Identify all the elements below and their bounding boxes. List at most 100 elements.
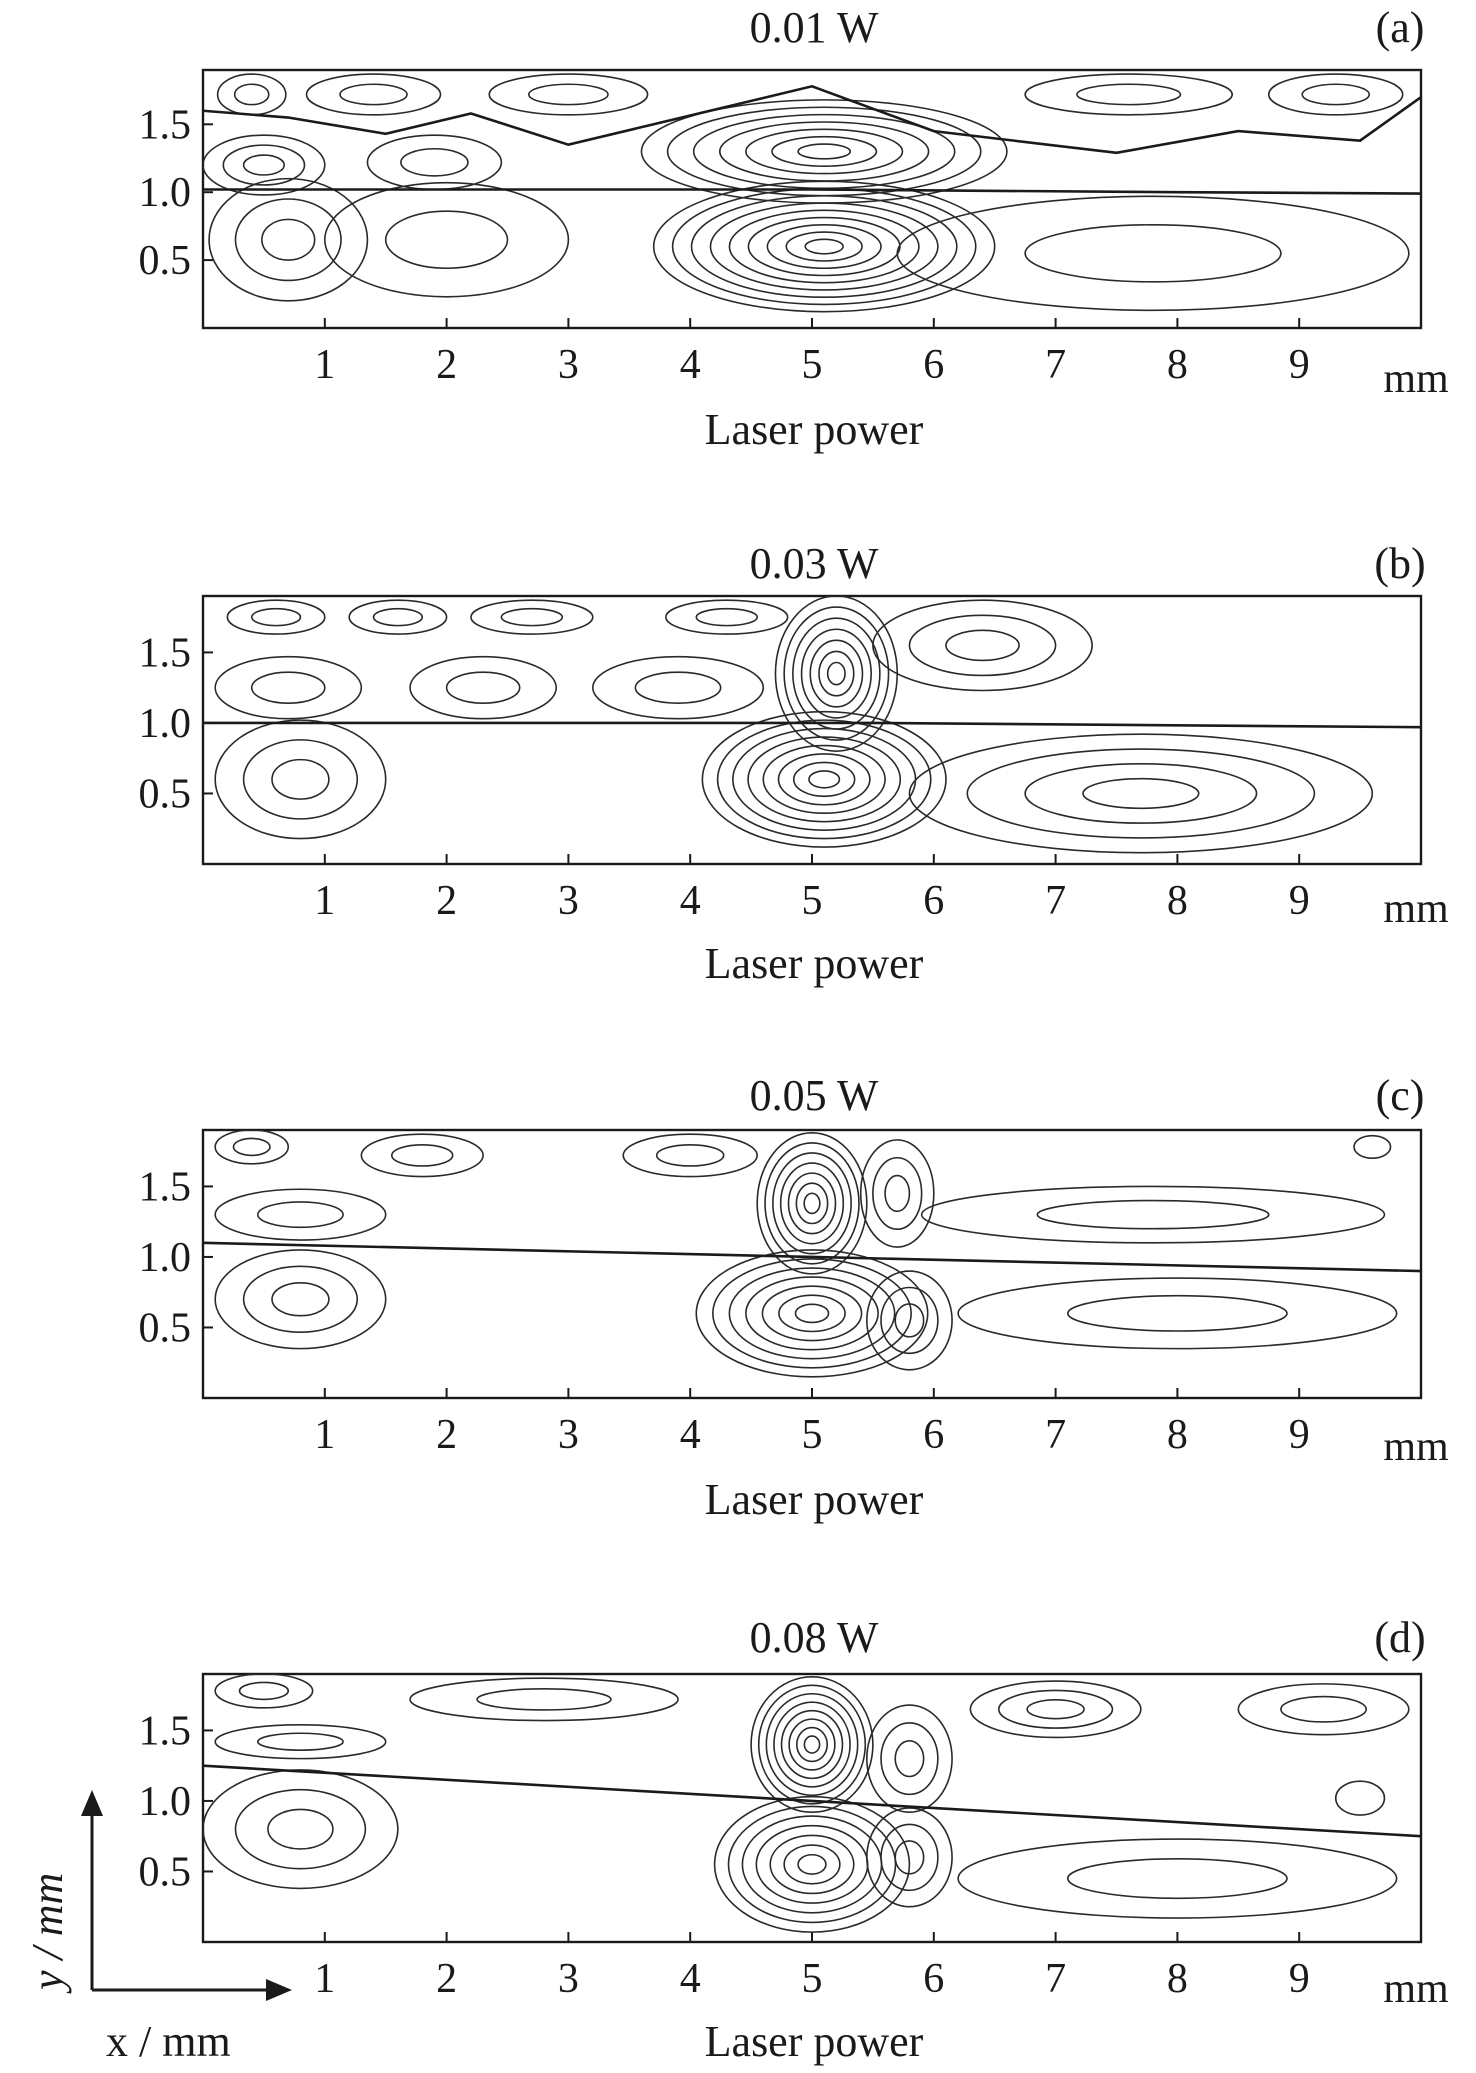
streamline — [372, 607, 424, 627]
streamline — [783, 1844, 841, 1885]
streamline — [234, 1788, 367, 1870]
streamline — [360, 1133, 484, 1178]
streamline — [908, 614, 1057, 677]
x-tick-label: 8 — [1167, 342, 1188, 388]
x-tick-label: 6 — [923, 878, 944, 924]
streamline — [214, 1723, 387, 1760]
x-axis-title: Laser power — [705, 2017, 924, 2066]
streamlines — [203, 1674, 1421, 1933]
streamline — [727, 1805, 897, 1924]
streamline — [690, 195, 958, 299]
streamline — [778, 1294, 846, 1333]
streamline — [257, 1732, 344, 1751]
streamline — [1237, 1683, 1410, 1736]
x-tick-label: 5 — [802, 342, 823, 388]
streamline — [765, 1692, 859, 1797]
panel-label: (d) — [1374, 1613, 1425, 1662]
streamline — [718, 121, 930, 182]
x-tick-label: 1 — [314, 1412, 335, 1458]
streamline — [866, 1704, 953, 1814]
streamline — [966, 748, 1316, 839]
panel-title: 0.08 W — [750, 1613, 879, 1662]
y-tick-label: 1.0 — [139, 1235, 192, 1281]
streamline — [757, 1684, 867, 1805]
y-tick-label: 1.5 — [139, 630, 192, 676]
streamline — [666, 106, 982, 197]
streamline — [203, 1769, 399, 1890]
streamline — [716, 719, 932, 840]
streamline — [709, 202, 939, 291]
streamline — [1066, 1857, 1288, 1900]
y-tick-label: 0.5 — [139, 238, 192, 284]
streamline — [1334, 1780, 1386, 1816]
interface-line — [203, 188, 1421, 195]
x-corner-label: x / mm — [106, 2017, 231, 2066]
streamline — [1353, 1134, 1392, 1160]
streamline — [894, 1840, 925, 1875]
streamline — [488, 73, 649, 116]
x-axis: 1 2 3 4 5 6 7 8 9 — [314, 854, 1310, 924]
streamline — [652, 180, 996, 313]
x-tick-label: 9 — [1289, 878, 1310, 924]
streamline — [445, 671, 521, 704]
streamline — [1026, 1699, 1085, 1720]
y-axis: 0.5 1.0 1.5 — [139, 102, 213, 284]
streamline — [234, 198, 342, 282]
streamline — [872, 1156, 923, 1231]
x-tick-label: 3 — [558, 878, 579, 924]
streamline — [761, 1285, 863, 1342]
streamline — [745, 128, 904, 175]
y-tick-label: 1.5 — [139, 1708, 192, 1754]
streamline — [777, 753, 871, 806]
streamline — [797, 143, 852, 160]
y-axis: 0.5 1.0 1.5 — [139, 1164, 213, 1351]
x-tick-label: 8 — [1167, 1956, 1188, 2002]
streamline — [728, 1267, 896, 1360]
streamline — [233, 83, 270, 106]
x-tick-label: 4 — [680, 878, 701, 924]
streamline — [945, 629, 1020, 662]
x-axis-title: Laser power — [705, 939, 924, 988]
streamline — [764, 1142, 860, 1265]
streamline — [745, 1276, 879, 1351]
streamline — [866, 1807, 953, 1908]
streamline — [271, 758, 330, 800]
streamline — [671, 187, 977, 306]
streamline — [713, 1795, 911, 1933]
x-tick-label: 8 — [1167, 1412, 1188, 1458]
streamline — [323, 181, 570, 298]
streamline — [400, 147, 469, 177]
streamline — [701, 710, 947, 848]
streamline — [634, 671, 722, 704]
y-tick-label: 0.5 — [139, 1849, 192, 1895]
streamline — [792, 761, 856, 798]
y-tick-label: 0.5 — [139, 1305, 192, 1351]
streamline — [780, 1709, 844, 1780]
streamline — [957, 1838, 1398, 1919]
y-tick-label: 1.5 — [139, 1164, 192, 1210]
streamline — [880, 1823, 939, 1892]
streamline — [500, 607, 564, 627]
y-axis: 0.5 1.0 1.5 — [139, 1708, 213, 1895]
x-arrow-head — [266, 1979, 292, 2001]
streamline — [795, 1182, 829, 1225]
x-tick-label: 7 — [1045, 1412, 1066, 1458]
x-tick-label: 7 — [1045, 342, 1066, 388]
x-unit-label: mm — [1383, 886, 1449, 932]
y-tick-label: 1.0 — [139, 170, 192, 216]
x-tick-label: 9 — [1289, 1412, 1310, 1458]
panel-title: 0.05 W — [750, 1071, 879, 1120]
streamline — [894, 1739, 925, 1778]
streamline — [1036, 1199, 1270, 1230]
streamline — [226, 599, 326, 635]
x-unit-label: mm — [1383, 1424, 1449, 1470]
streamline — [808, 770, 841, 789]
corner-axes-indicator: y / mm x / mm — [23, 1790, 292, 2066]
streamline — [665, 599, 789, 635]
streamline — [390, 1144, 454, 1167]
x-tick-label: 1 — [314, 1956, 335, 2002]
interface-line — [203, 1241, 1421, 1273]
streamline — [214, 655, 363, 720]
streamline — [1066, 1294, 1288, 1332]
streamline — [655, 1144, 725, 1167]
